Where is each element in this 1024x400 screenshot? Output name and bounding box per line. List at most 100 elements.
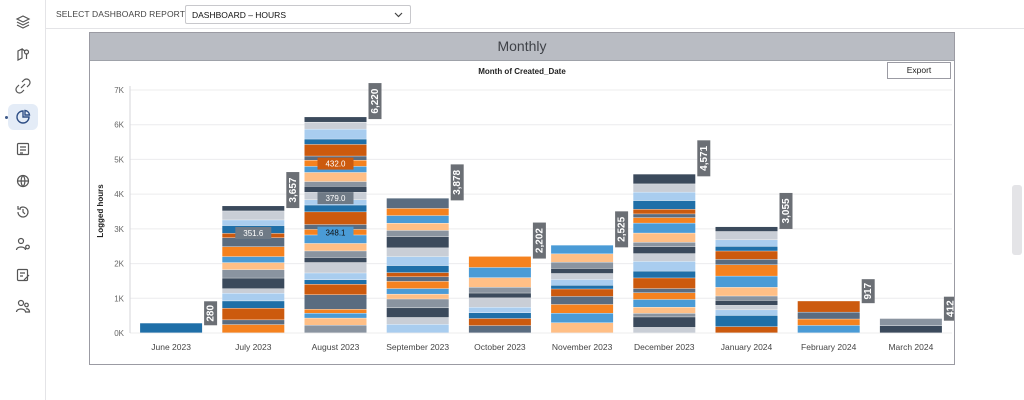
layers-icon[interactable]	[14, 13, 32, 31]
y-tick-label: 7K	[114, 86, 124, 95]
bar-segment	[633, 200, 696, 210]
report-icon[interactable]	[14, 140, 32, 158]
top-bar: SELECT DASHBOARD REPORT DASHBOARD – HOUR…	[46, 0, 1024, 29]
total-label-bg	[450, 164, 464, 201]
bar-segment	[633, 214, 696, 218]
bar-segment	[715, 265, 778, 276]
bar-segment	[304, 279, 367, 285]
bar-segment	[715, 231, 778, 240]
total-label-text: 917	[863, 282, 874, 299]
bar-segment	[468, 287, 531, 293]
bar-segment	[468, 298, 531, 308]
bar-segment	[304, 235, 367, 244]
bar-segment	[304, 205, 367, 212]
user-group-icon[interactable]	[14, 297, 32, 315]
bar-segment	[633, 299, 696, 308]
total-label-text: 3,657	[288, 177, 299, 202]
sidebar	[0, 0, 46, 400]
bar-segment	[304, 262, 367, 273]
bar-segment	[633, 288, 696, 293]
user-settings-icon[interactable]	[14, 235, 32, 253]
total-label-text: 280	[206, 305, 217, 322]
total-label: 2,202	[532, 222, 546, 259]
bar-segment	[468, 325, 531, 333]
bar-segment	[386, 215, 449, 224]
dashboard-report-select[interactable]: DASHBOARD – HOURS	[185, 5, 411, 24]
segment-label-bg	[317, 226, 354, 239]
bar-segment	[386, 248, 449, 257]
bar-segment	[551, 245, 614, 254]
segment-label-bg	[235, 226, 272, 239]
bar-segment	[386, 324, 449, 333]
bar-segment	[633, 292, 696, 300]
bar-segment	[633, 253, 696, 262]
x-tick-label: November 2023	[552, 342, 613, 352]
total-label-bg	[697, 140, 711, 177]
bar-segment	[715, 310, 778, 316]
bar-segment	[304, 181, 367, 187]
segment-label-text: 432.0	[325, 160, 346, 169]
bar-segment	[715, 296, 778, 301]
segment-label-bg	[317, 157, 354, 170]
bar-segment	[468, 256, 531, 268]
bar-segment	[633, 192, 696, 201]
y-tick-label: 1K	[114, 294, 124, 303]
bar-segment	[551, 313, 614, 323]
globe-refresh-icon[interactable]	[14, 172, 32, 190]
bar-segment	[222, 320, 285, 325]
y-tick-label: 4K	[114, 190, 124, 199]
bar-segment	[386, 281, 449, 289]
bar-segment	[386, 208, 449, 216]
page-scrollbar[interactable]	[1012, 185, 1022, 255]
bar-segment	[633, 242, 696, 247]
bar-segment	[386, 198, 449, 209]
bar-segment	[304, 139, 367, 145]
total-label: 3,055	[779, 192, 793, 229]
total-label-text: 6,220	[370, 88, 381, 113]
total-label-bg	[779, 192, 793, 229]
y-tick-label: 0K	[114, 329, 124, 338]
bar-segment	[715, 315, 778, 327]
history-icon[interactable]	[14, 203, 32, 221]
edit-list-icon[interactable]	[14, 266, 32, 284]
total-label-bg	[368, 83, 382, 120]
segment-label: 348.1	[317, 226, 354, 239]
total-label: 3,657	[286, 172, 300, 209]
bar-segment	[633, 217, 696, 223]
bar-segment	[304, 117, 367, 122]
sidebar-active-indicator	[5, 116, 8, 119]
x-tick-label: March 2024	[888, 342, 933, 352]
export-button[interactable]: Export	[887, 62, 951, 79]
bar-segment	[222, 256, 285, 263]
bar-segment	[551, 304, 614, 314]
x-tick-label: January 2024	[721, 342, 773, 352]
bar-segment	[386, 236, 449, 248]
link-icon[interactable]	[14, 77, 32, 95]
bar-segment	[797, 301, 860, 312]
pie-chart-icon[interactable]	[14, 108, 32, 126]
total-label-bg	[204, 301, 218, 326]
y-axis-title: Logged hours	[96, 184, 105, 238]
bar-segment	[633, 278, 696, 289]
bar-segment	[551, 254, 614, 262]
bar-segment	[551, 279, 614, 286]
bar-segment	[386, 230, 449, 237]
bar-segment	[633, 233, 696, 243]
total-label: 4,571	[697, 140, 711, 177]
bar-segment	[304, 144, 367, 156]
map-pin-icon[interactable]	[14, 45, 32, 63]
bar-segment	[222, 262, 285, 270]
bar-segment	[633, 327, 696, 333]
segment-label-text: 379.0	[325, 194, 346, 203]
bar-segment	[633, 209, 696, 214]
y-tick-label: 2K	[114, 260, 124, 269]
bar-segment	[386, 288, 449, 294]
bar-segment	[797, 312, 860, 319]
bar-segment	[879, 318, 942, 326]
bar-segment	[304, 309, 367, 314]
bar-segment	[386, 317, 449, 325]
chevron-down-icon	[394, 12, 403, 18]
bar-segment	[551, 262, 614, 269]
bar-segment	[386, 299, 449, 308]
